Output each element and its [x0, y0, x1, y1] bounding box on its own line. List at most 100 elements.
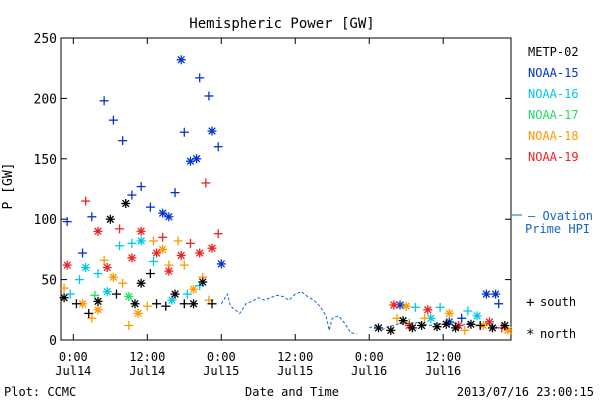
marker-symbol-south: + — [526, 295, 534, 311]
y-tick-label: 150 — [34, 153, 57, 168]
data-point-noaa-15 — [158, 208, 168, 218]
data-point-noaa-16 — [410, 302, 420, 312]
data-point-noaa-18 — [133, 308, 143, 318]
x-tick-label-date: Jul16 — [425, 364, 461, 378]
data-point-noaa-15 — [457, 313, 467, 323]
data-point-noaa-18 — [189, 284, 199, 294]
x-tick-label-date: Jul14 — [129, 364, 165, 378]
footer-plot-credit: Plot: CCMC — [4, 385, 76, 399]
data-point-noaa-19 — [158, 232, 168, 242]
x-axis-label: Date and Time — [245, 385, 339, 399]
data-point-metp-02 — [170, 289, 180, 299]
data-point-noaa-15 — [170, 188, 180, 198]
data-point-metp-02 — [189, 299, 199, 309]
data-point-noaa-15 — [176, 55, 186, 65]
data-point-noaa-19 — [185, 238, 195, 248]
data-point-noaa-15 — [99, 96, 109, 106]
data-point-noaa-18 — [142, 301, 152, 311]
data-point-noaa-16 — [182, 289, 192, 299]
data-point-noaa-18 — [118, 278, 128, 288]
data-point-metp-02 — [407, 323, 417, 333]
ovation-legend-label-2: Prime HPI — [525, 222, 590, 236]
data-point-metp-02 — [105, 214, 115, 224]
data-point-metp-02 — [71, 299, 81, 309]
data-point-noaa-19 — [102, 263, 112, 273]
legend-noaa-15: NOAA-15 — [528, 66, 579, 80]
data-point-noaa-17 — [124, 292, 134, 302]
data-point-noaa-18 — [460, 325, 470, 335]
y-tick-label: 100 — [34, 213, 57, 228]
data-point-metp-02 — [386, 325, 396, 335]
legend-noaa-19: NOAA-19 — [528, 150, 579, 164]
data-point-noaa-19 — [195, 248, 205, 258]
data-point-noaa-19 — [152, 248, 162, 258]
y-tick-label: 200 — [34, 92, 57, 107]
data-point-noaa-15 — [87, 212, 97, 222]
data-point-metp-02 — [441, 319, 451, 329]
data-point-noaa-19 — [127, 253, 137, 263]
data-point-metp-02 — [488, 323, 498, 333]
data-point-metp-02 — [93, 296, 103, 306]
data-point-noaa-19 — [484, 317, 494, 327]
data-point-noaa-19 — [164, 266, 174, 276]
data-point-noaa-18 — [87, 313, 97, 323]
data-point-noaa-15 — [213, 142, 223, 152]
x-axis: 0:00Jul1412:00Jul140:00Jul1512:00Jul150:… — [55, 38, 461, 378]
data-point-metp-02 — [398, 316, 408, 326]
y-tick-label: 50 — [41, 274, 57, 289]
plot-frame — [60, 37, 512, 341]
data-point-noaa-18 — [93, 305, 103, 315]
data-point-metp-02 — [111, 289, 121, 299]
data-point-noaa-19 — [423, 305, 433, 315]
y-axis-label: P [GW] — [1, 163, 16, 210]
legend: METP-02 NOAA-15 NOAA-16 NOAA-17 NOAA-18 NOAA-… — [528, 45, 579, 164]
marker-symbol-north: * — [526, 327, 534, 343]
data-point-noaa-15 — [136, 182, 146, 192]
data-point-metp-02 — [130, 299, 140, 309]
x-tick-label-time: 0:00 — [207, 350, 236, 364]
satellite-data-points — [59, 55, 513, 335]
data-point-metp-02 — [500, 321, 510, 331]
data-point-noaa-19 — [115, 224, 125, 234]
data-point-metp-02 — [373, 323, 383, 333]
data-point-noaa-15 — [145, 202, 155, 212]
data-point-metp-02 — [466, 319, 476, 329]
data-point-metp-02 — [417, 321, 427, 331]
data-point-noaa-18 — [401, 301, 411, 311]
x-tick-label-date: Jul15 — [203, 364, 239, 378]
data-point-noaa-19 — [136, 226, 146, 236]
data-point-metp-02 — [207, 299, 217, 309]
data-point-noaa-16 — [127, 238, 137, 248]
data-point-metp-02 — [136, 278, 146, 288]
data-point-noaa-15 — [62, 217, 72, 227]
data-point-noaa-15 — [78, 248, 88, 258]
data-point-noaa-18 — [148, 236, 158, 246]
data-point-noaa-16 — [167, 295, 177, 305]
data-point-noaa-16 — [463, 306, 473, 316]
data-point-metp-02 — [432, 322, 442, 332]
data-point-noaa-16 — [148, 256, 158, 266]
marker-label-south: south — [540, 295, 576, 309]
data-point-metp-02 — [152, 299, 162, 309]
data-point-noaa-16 — [136, 236, 146, 246]
data-point-metp-02 — [84, 308, 94, 318]
data-point-noaa-15 — [179, 127, 189, 137]
data-point-noaa-15 — [481, 289, 491, 299]
data-point-noaa-19 — [389, 300, 399, 310]
data-point-metp-02 — [145, 269, 155, 279]
marker-label-north: north — [540, 327, 576, 341]
data-point-noaa-18 — [59, 283, 69, 293]
x-tick-label-date: Jul15 — [277, 364, 313, 378]
legend-noaa-18: NOAA-18 — [528, 129, 579, 143]
x-tick-label-time: 12:00 — [277, 350, 313, 364]
x-tick-label-time: 0:00 — [355, 350, 384, 364]
y-axis: 0 50 100 150 200 250 — [34, 32, 511, 349]
y-tick-label: 250 — [34, 32, 57, 47]
data-point-noaa-15 — [127, 190, 137, 200]
data-point-noaa-15 — [195, 73, 205, 83]
data-point-noaa-18 — [420, 313, 430, 323]
data-point-noaa-16 — [74, 275, 84, 285]
data-point-noaa-16 — [65, 289, 75, 299]
data-point-metp-02 — [475, 321, 485, 331]
data-point-noaa-19 — [81, 196, 91, 206]
